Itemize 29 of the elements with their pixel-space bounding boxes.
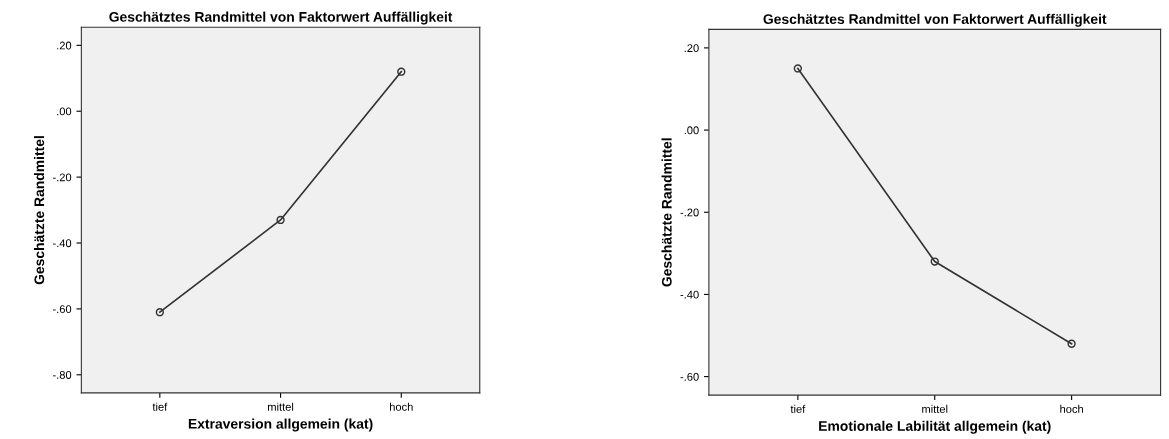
point	[276, 215, 285, 225]
x-tick-label: mittel	[268, 402, 294, 411]
y-axis-title: Geschätzte Randmittel	[661, 138, 672, 287]
y-tick-label: -.20	[52, 173, 72, 182]
x-tick-label: mittel	[922, 404, 948, 413]
x-axis-title: Extraversion allgemein (kat)	[188, 418, 373, 432]
x-tick-label: hoch	[1060, 404, 1083, 413]
y-tick-label: .00	[684, 126, 699, 135]
point	[793, 64, 803, 73]
point	[930, 257, 939, 266]
x-axis-title: Emotionale Labilität allgemein (kat)	[819, 420, 1051, 434]
y-tick-label: .20	[57, 41, 72, 50]
point	[1067, 339, 1076, 348]
y-tick-label: .00	[57, 107, 72, 116]
x-tick-label: tief	[790, 404, 806, 413]
y-axis-title: Geschätzte Randmittel	[33, 136, 45, 285]
y-tick-label: -.60	[680, 372, 699, 381]
chart-title: Geschätztes Randmittel von Faktorwert Auffälligkeit	[109, 11, 453, 25]
y-tick-label: -.40	[680, 290, 699, 299]
x-tick-label: tief	[152, 402, 168, 411]
y-tick-label: -.60	[52, 305, 72, 314]
chart-title: Geschätztes Randmittel von Faktorwert Auffälligkeit	[763, 13, 1107, 27]
point	[155, 308, 165, 317]
y-tick-label: -.40	[52, 239, 72, 248]
point	[397, 67, 406, 76]
y-tick-label: -.20	[680, 208, 699, 217]
y-tick-label: -.80	[52, 371, 72, 379]
x-tick-label: hoch	[390, 402, 413, 411]
y-tick-label: .20	[684, 44, 699, 53]
